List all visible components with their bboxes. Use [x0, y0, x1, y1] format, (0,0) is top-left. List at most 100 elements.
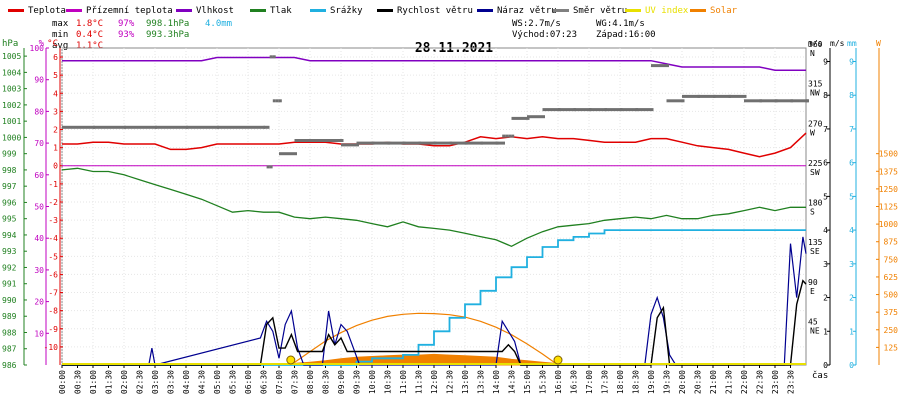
- stats-max-temp: 1.8°C: [76, 19, 103, 29]
- legend-label-4: Srážky: [330, 6, 363, 16]
- wind-direction-point: [278, 99, 282, 103]
- x-tick-label: 17:30: [601, 370, 610, 394]
- axis-humidity-tick-label: 20: [34, 298, 44, 307]
- stats-max-label: max: [52, 19, 69, 29]
- wind-direction-point: [186, 125, 189, 129]
- axis-pressure-tick-label: 989: [2, 312, 17, 321]
- axis-humidity-tick-label: 10: [34, 329, 44, 338]
- wind-direction-point: [325, 139, 329, 142]
- axis-rain-tick-label: 1: [849, 327, 854, 336]
- x-tick-label: 23:30: [787, 370, 796, 394]
- wind-direction-point: [508, 134, 512, 138]
- x-tick-label: 11:00: [399, 370, 408, 394]
- wind-direction-point: [709, 94, 713, 98]
- x-tick-label: 00:30: [74, 370, 83, 394]
- x-tick-label: 05:00: [213, 370, 222, 394]
- axis-humidity-tick-label: 60: [34, 171, 44, 180]
- wind-direction-point: [412, 141, 415, 145]
- x-tick-label: 20:30: [694, 370, 703, 394]
- wind-direction-point: [384, 141, 387, 145]
- axis-direction-compass-label: W: [810, 128, 815, 137]
- wind-direction-point: [341, 143, 344, 147]
- axis-solar-tick-label: 250: [884, 326, 899, 335]
- series-layer: [61, 55, 809, 366]
- stats-avg-temp: 1.1°C: [76, 41, 103, 51]
- axis-temperature-tick-label: 4: [53, 89, 58, 98]
- wind-direction-point: [750, 99, 753, 103]
- x-axis-label: čas: [812, 370, 828, 381]
- wind-direction-point: [220, 125, 223, 129]
- axis-pressure-tick-label: 986: [2, 361, 17, 370]
- wind-direction-point: [610, 108, 614, 112]
- wind-direction-point: [734, 94, 738, 98]
- wind-direction-point: [437, 141, 440, 145]
- wind-direction-point: [77, 125, 80, 129]
- wind-direction-point: [396, 141, 400, 145]
- wind-direction-point: [533, 115, 536, 119]
- wind-direction-point: [319, 139, 322, 142]
- wind-direction-point: [362, 141, 366, 145]
- axis-pressure-tick-label: 999: [2, 150, 17, 159]
- wind-direction-point: [250, 125, 253, 129]
- wind-direction-point: [269, 55, 273, 59]
- axis-rain-tick-label: 2: [849, 294, 854, 303]
- x-tick-label: 09:30: [353, 370, 362, 394]
- wind-direction-point: [263, 125, 267, 129]
- axis-humidity-tick-label: 100: [30, 44, 45, 53]
- wind-direction-point: [285, 152, 288, 156]
- axis-temperature-tick-label: 6: [53, 53, 58, 62]
- x-tick-label: 03:00: [151, 370, 160, 394]
- sunset-marker: [553, 355, 563, 365]
- axis-pressure-unit: hPa: [2, 39, 18, 49]
- wind-direction-point: [353, 143, 356, 147]
- wind-direction-point: [629, 108, 632, 112]
- wind-direction-point: [272, 99, 276, 103]
- wind-direction-point: [80, 125, 83, 129]
- x-tick-label: 01:30: [105, 370, 114, 394]
- wind-direction-point: [641, 108, 645, 112]
- wind-direction-point: [256, 125, 259, 129]
- axis-direction-compass-label: SW: [810, 168, 820, 177]
- wind-direction-point: [486, 141, 490, 145]
- axis-direction-compass-label: NW: [810, 89, 820, 98]
- legend-swatch-5: [377, 9, 393, 12]
- axis-solar-tick-label: 375: [884, 308, 899, 317]
- wind-direction-point: [511, 116, 515, 120]
- axis-rain-tick-label: 3: [849, 260, 854, 269]
- axis-solar-tick-label: 750: [884, 255, 899, 264]
- wind-direction-point: [765, 99, 769, 103]
- stats-max-press: 998.1hPa: [146, 19, 189, 29]
- x-tick-label: 17:00: [585, 370, 594, 394]
- wind-direction-point: [344, 143, 347, 147]
- wind-direction-point: [483, 141, 487, 145]
- wind-direction-point: [703, 94, 707, 98]
- wind-direction-point: [210, 125, 213, 129]
- stats-min-temp: 0.4°C: [76, 30, 103, 40]
- wind-direction-point: [620, 108, 623, 112]
- wind-direction-point: [390, 141, 394, 145]
- wind-direction-point: [669, 99, 673, 103]
- wind-direction-point: [638, 108, 642, 112]
- wind-direction-point: [697, 94, 701, 98]
- axis-pressure-tick-label: 997: [2, 182, 17, 191]
- axis-pressure-tick-label: 988: [2, 328, 17, 337]
- wind-direction-point: [489, 141, 493, 145]
- wind-direction-point: [523, 116, 527, 120]
- wind-direction-point: [266, 125, 270, 129]
- wind-direction-point: [164, 125, 167, 129]
- wind-direction-point: [793, 99, 797, 103]
- wind-direction-point: [306, 139, 310, 142]
- wind-direction-point: [681, 99, 685, 103]
- wind-direction-point: [771, 99, 775, 103]
- wind-direction-point: [375, 141, 378, 145]
- stats-block: max 1.8°C 97% 998.1hPa 4.0mm min 0.4°C 9…: [52, 19, 232, 51]
- axis-wind-tick-label: 3: [823, 260, 828, 269]
- wind-direction-point: [585, 108, 589, 112]
- wind-direction-point: [781, 99, 784, 103]
- x-tick-label: 14:00: [492, 370, 501, 394]
- wind-direction-point: [89, 125, 92, 129]
- wind-direction-point: [399, 141, 403, 145]
- wind-direction-point: [195, 125, 198, 129]
- x-tick-label: 12:30: [446, 370, 455, 394]
